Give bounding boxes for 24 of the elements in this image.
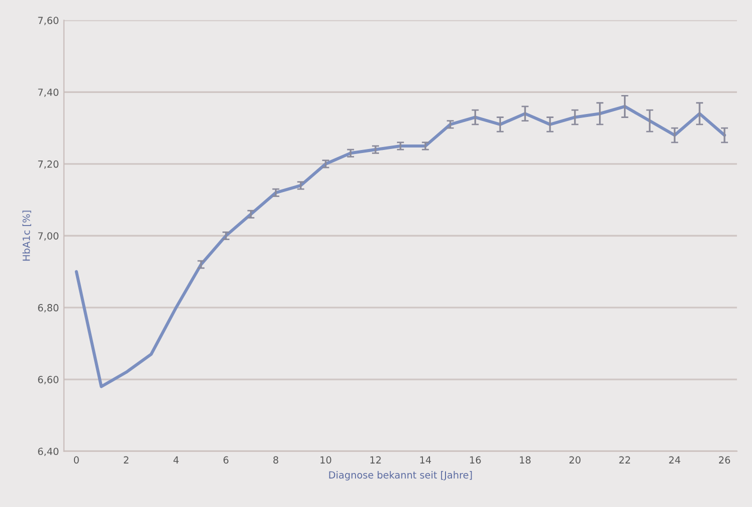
x-tick-label: 12 (370, 456, 381, 464)
x-tick-label: 26 (719, 456, 730, 464)
x-tick-label: 16 (470, 456, 481, 464)
x-tick-label: 22 (619, 456, 630, 464)
y-tick-label: 7,00 (38, 232, 58, 241)
x-tick-label: 10 (320, 456, 332, 464)
x-tick-label: 14 (420, 456, 432, 464)
y-tick-label: 6,40 (38, 448, 58, 456)
x-tick-label: 2 (124, 456, 128, 464)
x-tick-label: 20 (569, 456, 580, 464)
line-series (74, 104, 726, 388)
y-axis-title: HbA1c [%] (22, 210, 32, 261)
y-tick-label: 6,60 (38, 376, 58, 384)
x-tick-label: 24 (669, 456, 680, 464)
y-tick-label: 7,20 (38, 160, 58, 169)
y-tick-label: 7,40 (38, 88, 58, 97)
y-tick-label: 7,60 (38, 16, 58, 26)
x-tick-label: 8 (273, 456, 278, 464)
x-tick-label: 4 (173, 456, 179, 464)
x-tick-label: 18 (520, 456, 531, 464)
x-axis-title: Diagnose bekannt seit [Jahre] (329, 471, 472, 480)
x-tick-label: 6 (224, 456, 228, 464)
y-tick-label: 6,80 (38, 304, 58, 312)
x-tick-label: 0 (74, 456, 79, 464)
